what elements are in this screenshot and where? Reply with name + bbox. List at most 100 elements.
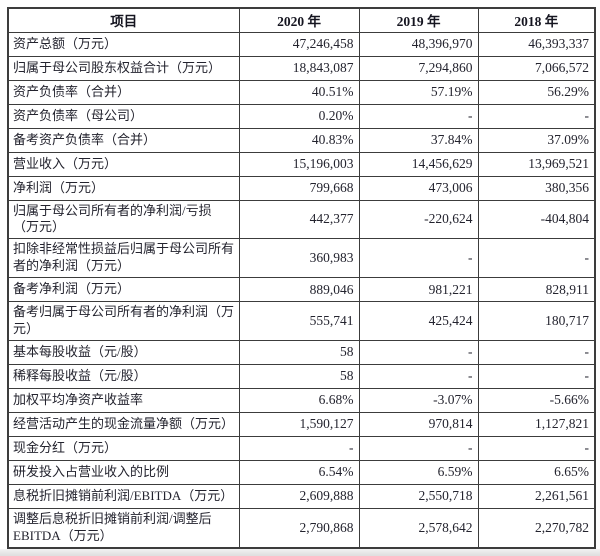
value-2019: 2,550,718 — [358, 483, 479, 509]
value-2019: - — [358, 103, 479, 129]
row-label: 现金分红（万元） — [7, 435, 240, 461]
value-2020: 15,196,003 — [238, 151, 360, 177]
value-2020: 47,246,458 — [238, 31, 360, 57]
table-row: 调整后息税折旧摊销前利润/调整后EBITDA（万元） 2,790,868 2,5… — [7, 507, 596, 549]
value-2018: 7,066,572 — [477, 55, 596, 81]
row-label: 基本每股收益（元/股） — [7, 339, 240, 365]
value-2020: 799,668 — [238, 175, 360, 201]
table-row: 研发投入占营业收入的比例 6.54% 6.59% 6.65% — [7, 459, 596, 485]
value-2020: 555,741 — [238, 301, 360, 341]
table-row: 资产负债率（母公司） 0.20% - - — [7, 103, 596, 129]
table-row: 资产负债率（合并） 40.51% 57.19% 56.29% — [7, 79, 596, 105]
table-row: 经营活动产生的现金流量净额（万元） 1,590,127 970,814 1,12… — [7, 411, 596, 437]
table-row: 备考净利润（万元） 889,046 981,221 828,911 — [7, 277, 596, 303]
column-header-2020: 2020 年 — [238, 7, 360, 33]
value-2018: 46,393,337 — [477, 31, 596, 57]
value-2018: 380,356 — [477, 175, 596, 201]
value-2018: - — [477, 103, 596, 129]
table-row: 备考归属于母公司所有者的净利润（万元） 555,741 425,424 180,… — [7, 301, 596, 341]
page-bottom-edge — [0, 549, 600, 556]
value-2019: 2,578,642 — [358, 507, 479, 549]
table-row: 归属于母公司所有者的净利润/亏损（万元） 442,377 -220,624 -4… — [7, 199, 596, 240]
table-row: 资产总额（万元） 47,246,458 48,396,970 46,393,33… — [7, 31, 596, 57]
row-label: 调整后息税折旧摊销前利润/调整后EBITDA（万元） — [7, 507, 240, 549]
value-2020: 40.51% — [238, 79, 360, 105]
value-2018: 828,911 — [477, 277, 596, 303]
row-label: 加权平均净资产收益率 — [7, 387, 240, 413]
value-2019: 970,814 — [358, 411, 479, 437]
value-2018: 6.65% — [477, 459, 596, 485]
table-row: 归属于母公司股东权益合计（万元） 18,843,087 7,294,860 7,… — [7, 55, 596, 81]
value-2020: 40.83% — [238, 127, 360, 153]
table-row: 加权平均净资产收益率 6.68% -3.07% -5.66% — [7, 387, 596, 413]
value-2019: - — [358, 339, 479, 365]
value-2019: - — [358, 238, 479, 279]
value-2020: 0.20% — [238, 103, 360, 129]
table-row: 稀释每股收益（元/股） 58 - - — [7, 363, 596, 389]
value-2018: 2,270,782 — [477, 507, 596, 549]
value-2018: 56.29% — [477, 79, 596, 105]
row-label: 扣除非经常性损益后归属于母公司所有者的净利润（万元） — [7, 238, 240, 279]
row-label: 备考净利润（万元） — [7, 277, 240, 303]
row-label: 备考归属于母公司所有者的净利润（万元） — [7, 301, 240, 341]
value-2018: -5.66% — [477, 387, 596, 413]
row-label: 净利润（万元） — [7, 175, 240, 201]
value-2019: 14,456,629 — [358, 151, 479, 177]
row-label: 经营活动产生的现金流量净额（万元） — [7, 411, 240, 437]
value-2018: - — [477, 339, 596, 365]
table-row: 备考资产负债率（合并） 40.83% 37.84% 37.09% — [7, 127, 596, 153]
value-2018: 180,717 — [477, 301, 596, 341]
value-2019: 7,294,860 — [358, 55, 479, 81]
value-2020: 360,983 — [238, 238, 360, 279]
row-label: 资产总额（万元） — [7, 31, 240, 57]
value-2019: - — [358, 363, 479, 389]
value-2019: 57.19% — [358, 79, 479, 105]
row-label: 息税折旧摊销前利润/EBITDA（万元） — [7, 483, 240, 509]
table-row: 净利润（万元） 799,668 473,006 380,356 — [7, 175, 596, 201]
value-2020: 58 — [238, 339, 360, 365]
value-2020: 6.68% — [238, 387, 360, 413]
value-2019: 473,006 — [358, 175, 479, 201]
column-header-2018: 2018 年 — [477, 7, 596, 33]
row-label: 备考资产负债率（合并） — [7, 127, 240, 153]
row-label: 资产负债率（母公司） — [7, 103, 240, 129]
value-2019: -3.07% — [358, 387, 479, 413]
table-body: 资产总额（万元） 47,246,458 48,396,970 46,393,33… — [7, 31, 596, 549]
financial-summary-table: 项目 2020 年 2019 年 2018 年 资产总额（万元） 47,246,… — [7, 7, 596, 549]
value-2020: 1,590,127 — [238, 411, 360, 437]
value-2019: -220,624 — [358, 199, 479, 240]
value-2018: 2,261,561 — [477, 483, 596, 509]
value-2018: - — [477, 238, 596, 279]
row-label: 稀释每股收益（元/股） — [7, 363, 240, 389]
value-2020: 2,609,888 — [238, 483, 360, 509]
value-2019: 425,424 — [358, 301, 479, 341]
table-row: 扣除非经常性损益后归属于母公司所有者的净利润（万元） 360,983 - - — [7, 238, 596, 279]
column-header-item: 项目 — [7, 7, 240, 33]
value-2018: -404,804 — [477, 199, 596, 240]
value-2018: 1,127,821 — [477, 411, 596, 437]
value-2019: - — [358, 435, 479, 461]
table-row: 息税折旧摊销前利润/EBITDA（万元） 2,609,888 2,550,718… — [7, 483, 596, 509]
value-2019: 981,221 — [358, 277, 479, 303]
value-2018: - — [477, 435, 596, 461]
value-2019: 48,396,970 — [358, 31, 479, 57]
value-2020: 58 — [238, 363, 360, 389]
row-label: 资产负债率（合并） — [7, 79, 240, 105]
value-2020: 18,843,087 — [238, 55, 360, 81]
value-2020: 6.54% — [238, 459, 360, 485]
table-row: 现金分红（万元） - - - — [7, 435, 596, 461]
value-2020: 442,377 — [238, 199, 360, 240]
value-2018: 13,969,521 — [477, 151, 596, 177]
row-label: 研发投入占营业收入的比例 — [7, 459, 240, 485]
table-row: 营业收入（万元） 15,196,003 14,456,629 13,969,52… — [7, 151, 596, 177]
value-2020: - — [238, 435, 360, 461]
value-2020: 2,790,868 — [238, 507, 360, 549]
row-label: 营业收入（万元） — [7, 151, 240, 177]
row-label: 归属于母公司所有者的净利润/亏损（万元） — [7, 199, 240, 240]
value-2019: 6.59% — [358, 459, 479, 485]
table-row: 基本每股收益（元/股） 58 - - — [7, 339, 596, 365]
table-header-row: 项目 2020 年 2019 年 2018 年 — [7, 7, 596, 33]
value-2018: 37.09% — [477, 127, 596, 153]
value-2020: 889,046 — [238, 277, 360, 303]
column-header-2019: 2019 年 — [358, 7, 479, 33]
